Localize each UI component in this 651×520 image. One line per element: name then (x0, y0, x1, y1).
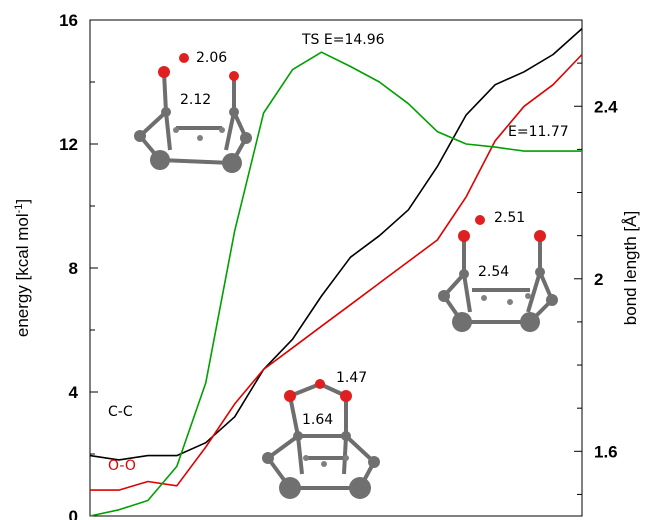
right-y-axis: 1.6 2 2.4 (574, 19, 618, 495)
left-axis-title: energy [kcal mol-1] (13, 199, 32, 337)
reactant-cc-distance: 1.64 (302, 412, 333, 428)
ts-cc-distance: 2.12 (180, 92, 211, 108)
cc-series-label: C-C (108, 404, 133, 420)
left-axis-tick-label: 0 (69, 507, 78, 520)
molecule-reactant: 1.47 1.64 (262, 370, 380, 499)
oo-series-label: O-O (108, 458, 136, 474)
right-axis-tick-label: 2 (594, 270, 603, 289)
left-axis-tick-label: 16 (59, 11, 78, 30)
left-axis-tick-label: 12 (59, 135, 78, 154)
ts-oo-distance: 2.06 (196, 50, 227, 66)
series-line-c-c (89, 28, 583, 461)
molecule-ts: 2.06 2.12 (134, 50, 252, 173)
series-layer (89, 28, 583, 517)
right-axis-tick-label: 1.6 (594, 442, 618, 461)
left-y-axis: 0 4 8 12 16 (59, 11, 98, 520)
series-line-energy (89, 51, 582, 517)
left-axis-tick-label: 4 (69, 383, 79, 402)
product-oo-distance: 2.51 (494, 210, 525, 226)
reactant-oo-distance: 1.47 (336, 370, 367, 386)
final-energy-label: E=11.77 (508, 124, 569, 140)
left-axis-title-sup: -1 (13, 204, 25, 214)
right-axis-tick-label: 2.4 (594, 97, 618, 116)
product-cc-distance: 2.54 (478, 264, 509, 280)
right-axis-title: bond length [Å] (621, 211, 640, 325)
molecule-product: 2.51 2.54 (438, 210, 558, 332)
left-axis-title-main: energy [kcal mol (13, 213, 32, 337)
series-line-o-o (90, 53, 583, 491)
ts-energy-label: TS E=14.96 (301, 32, 385, 48)
left-axis-tick-label: 8 (69, 259, 78, 278)
left-axis-title-end: ] (13, 199, 32, 204)
